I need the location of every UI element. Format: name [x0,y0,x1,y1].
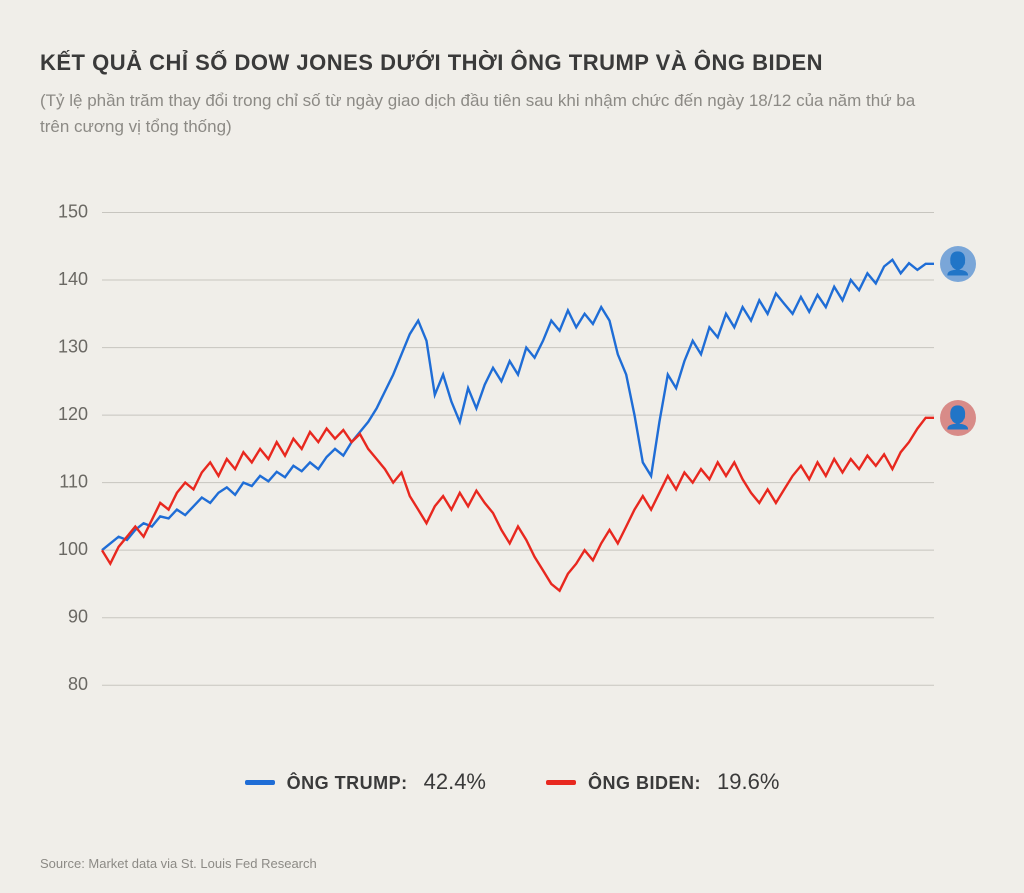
ytick-label: 150 [58,201,88,221]
legend-value: 42.4% [424,769,486,795]
chart-title: KẾT QUẢ CHỈ SỐ DOW JONES DƯỚI THỜI ÔNG T… [40,50,984,76]
plot-svg: 80 90 100 110 120 130 140 150 [40,179,984,739]
legend-label: ÔNG TRUMP: [287,773,408,794]
plot-area: 80 90 100 110 120 130 140 150 👤 👤 [40,179,984,739]
avatar-icon: 👤 [944,251,971,277]
ytick-label: 120 [58,404,88,424]
ytick-label: 100 [58,539,88,559]
avatar-icon: 👤 [944,405,971,431]
source-text: Source: Market data via St. Louis Fed Re… [40,856,317,871]
series-line-biden [102,418,934,591]
legend-item-biden: ÔNG BIDEN: 19.6% [546,769,779,795]
legend-label: ÔNG BIDEN: [588,773,701,794]
ytick-label: 130 [58,336,88,356]
ytick-label: 90 [68,606,88,626]
ytick-label: 110 [59,471,88,491]
chart-subtitle: (Tỷ lệ phần trăm thay đổi trong chỉ số t… [40,88,940,139]
legend-value: 19.6% [717,769,779,795]
avatar-biden: 👤 [940,400,976,436]
series-line-trump [102,260,934,550]
avatar-trump: 👤 [940,246,976,282]
legend: ÔNG TRUMP: 42.4% ÔNG BIDEN: 19.6% [40,769,984,795]
chart-container: KẾT QUẢ CHỈ SỐ DOW JONES DƯỚI THỜI ÔNG T… [0,0,1024,893]
legend-swatch [245,780,275,785]
ytick-label: 140 [58,269,88,289]
ytick-label: 80 [68,674,88,694]
legend-swatch [546,780,576,785]
legend-item-trump: ÔNG TRUMP: 42.4% [245,769,486,795]
